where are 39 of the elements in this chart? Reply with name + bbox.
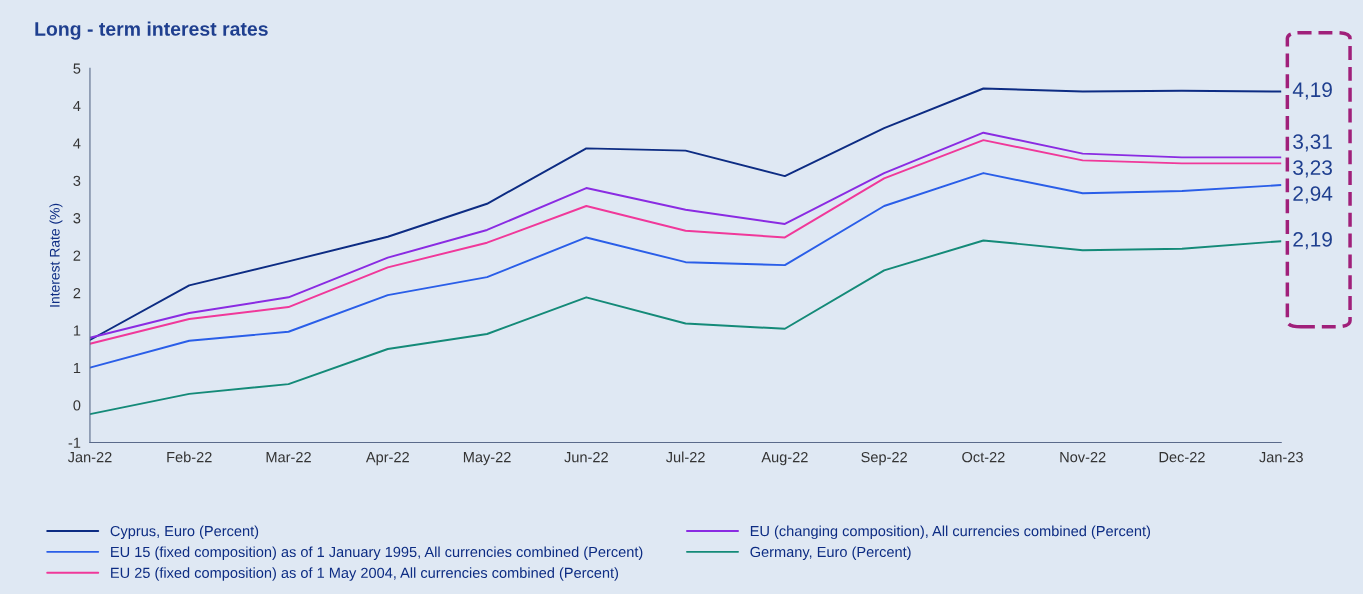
annotation: 2,19	[1293, 232, 1332, 250]
y-tick-label: 4	[73, 100, 81, 112]
y-tick-label: 4	[73, 138, 81, 149]
x-tick-label: Jan-23	[1259, 451, 1303, 463]
y-tick-label: 5	[73, 63, 81, 74]
annotation: 2,94	[1293, 186, 1333, 204]
legend-label: EU 15 (fixed composition) as of 1 January 1995, All currencies combined (Percent)	[111, 546, 643, 560]
y-tick-label: 2	[73, 287, 81, 299]
y-tick-label: 0	[73, 400, 81, 411]
x-tick-label: Nov-22	[1060, 451, 1106, 463]
x-tick-label: Jul-22	[665, 451, 705, 463]
x-tick-label: Jun-22	[564, 451, 608, 463]
y-tick-label: 1	[73, 325, 81, 336]
annotation: 3,31	[1293, 134, 1332, 152]
x-tick-label: Mar-22	[266, 451, 311, 463]
legend-label: EU 25 (fixed composition) as of 1 May 2004, All currencies combined (Percent)	[111, 567, 619, 581]
x-tick-label: Oct-22	[962, 451, 1005, 463]
x-tick-label: Jan-22	[67, 451, 112, 463]
legend-label: Cyprus, Euro (Percent)	[110, 525, 259, 540]
annotation: 3,23	[1293, 160, 1332, 178]
chart-title: Long - term interest rates	[35, 21, 268, 40]
y-tick-label: 2	[73, 250, 81, 261]
y-tick-label: 1	[73, 362, 81, 373]
y-tick-label: -1	[68, 437, 81, 448]
x-tick-label: Sep-22	[861, 451, 907, 466]
line-series	[89, 87, 1282, 341]
x-tick-label: Feb-22	[167, 451, 212, 463]
line-series	[89, 239, 1282, 416]
y-tick-label: 3	[73, 175, 81, 186]
annotation: 4,19	[1292, 82, 1332, 100]
legend-label: EU (changing composition), All currencies combined (Percent)	[750, 525, 1151, 540]
x-tick-label: Dec-22	[1159, 451, 1205, 463]
x-tick-label: Aug-22	[761, 451, 808, 466]
line-series	[89, 172, 1282, 369]
y-tick-label: 3	[73, 213, 81, 224]
legend-label: Germany, Euro (Percent)	[750, 546, 911, 560]
y-axis-title: Interest Rate (%)	[49, 203, 63, 307]
x-tick-label: Apr-22	[365, 451, 409, 466]
x-tick-label: May-22	[463, 451, 511, 466]
